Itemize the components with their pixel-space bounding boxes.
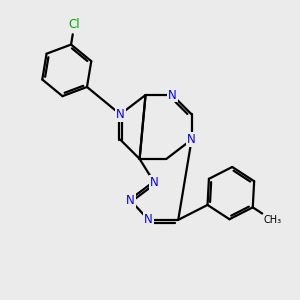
Text: N: N [126, 194, 135, 207]
Text: N: N [187, 133, 196, 146]
Text: CH₃: CH₃ [264, 215, 282, 225]
Text: N: N [144, 213, 153, 226]
Text: N: N [168, 88, 177, 101]
Text: N: N [150, 176, 159, 189]
Text: N: N [116, 108, 125, 121]
Text: Cl: Cl [68, 18, 80, 32]
